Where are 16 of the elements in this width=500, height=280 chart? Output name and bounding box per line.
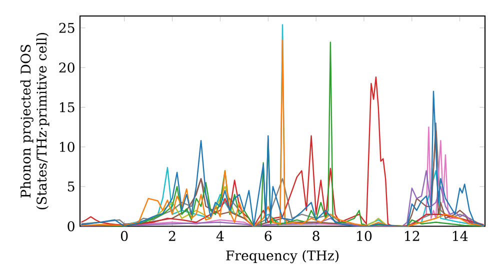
x-tick-label: 6 [264, 230, 272, 241]
y-tick-label: 10 [60, 142, 74, 152]
y-tick-label: 5 [68, 181, 74, 192]
y-axis-title: Phonon projected DOS (States/THz·primitive cell) [20, 32, 50, 210]
x-tick-label: 0 [120, 230, 128, 241]
x-tick-label: 2 [168, 230, 176, 241]
y-tick-label: 20 [59, 62, 74, 72]
x-axis-title: Frequency (THz) [226, 250, 338, 264]
x-tick-label: 8 [312, 230, 320, 241]
y-tick-label: 0 [68, 221, 74, 232]
y-tick-label: 25 [59, 22, 74, 33]
y-tick-label: 15 [60, 102, 74, 112]
x-tick-label: 14 [453, 230, 468, 241]
x-tick-label: 10 [357, 230, 372, 241]
x-tick-label: 4 [216, 230, 224, 241]
x-tick-label: 12 [405, 230, 420, 241]
